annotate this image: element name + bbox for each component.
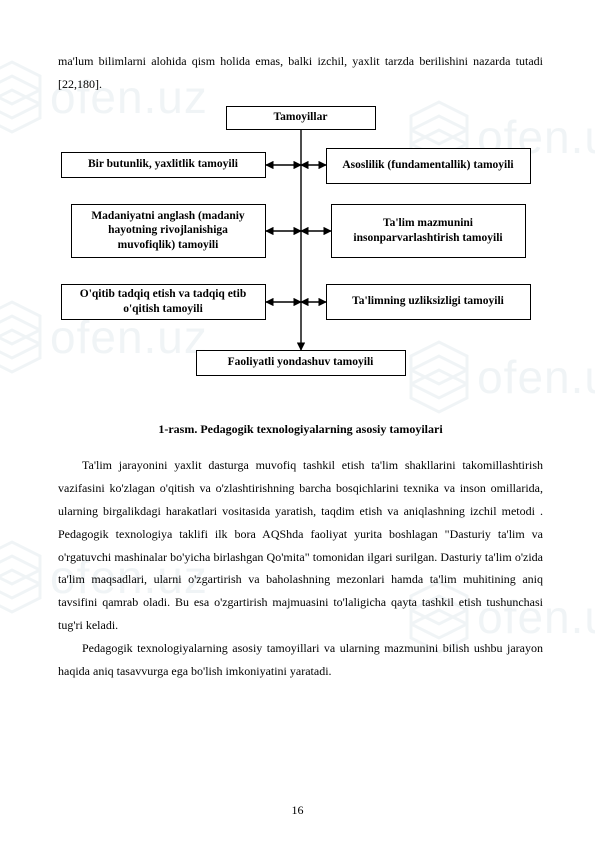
node-left-1: Bir butunlik, yaxlitlik tamoyili bbox=[61, 152, 266, 178]
principles-flowchart: Tamoyillar Bir butunlik, yaxlitlik tamoy… bbox=[61, 106, 541, 406]
node-left-2: Madaniyatni anglash (madaniy hayotning r… bbox=[71, 204, 266, 258]
node-right-2: Ta'lim mazmunini insonparvarlashtirish t… bbox=[331, 204, 526, 258]
body-paragraph-2: Pedagogik texnologiyalarning asosiy tamo… bbox=[58, 637, 543, 683]
node-bottom: Faoliyatli yondashuv tamoyili bbox=[196, 350, 406, 376]
node-right-1: Asoslilik (fundamentallik) tamoyili bbox=[326, 148, 531, 184]
node-left-3: O'qitib tadqiq etish va tadqiq etib o'qi… bbox=[61, 284, 266, 320]
intro-paragraph: ma'lum bilimlarni alohida qism holida em… bbox=[58, 50, 543, 96]
node-right-3: Ta'limning uzliksizligi tamoyili bbox=[326, 284, 531, 320]
body-paragraph-1: Ta'lim jarayonini yaxlit dasturga muvofi… bbox=[58, 454, 543, 636]
figure-caption: 1-rasm. Pedagogik texnologiyalarning aso… bbox=[58, 418, 543, 441]
node-top: Tamoyillar bbox=[226, 106, 376, 130]
page-content: ma'lum bilimlarni alohida qism holida em… bbox=[0, 0, 595, 712]
page-number: 16 bbox=[0, 803, 595, 818]
